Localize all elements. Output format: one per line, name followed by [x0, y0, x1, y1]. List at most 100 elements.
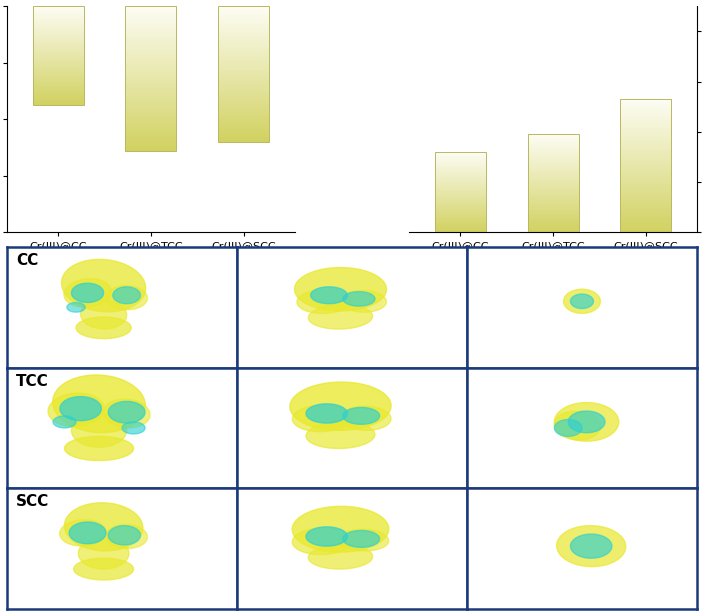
- Bar: [620, 204, 672, 205]
- Bar: [125, 132, 176, 133]
- Bar: [125, 9, 176, 10]
- Bar: [620, 100, 672, 101]
- Bar: [125, 112, 176, 113]
- Bar: [218, 66, 269, 67]
- Bar: [125, 148, 176, 149]
- Bar: [125, 146, 176, 147]
- Polygon shape: [554, 419, 582, 437]
- Bar: [218, 53, 269, 54]
- Bar: [218, 96, 269, 97]
- Bar: [620, 121, 672, 122]
- Bar: [125, 70, 176, 71]
- Bar: [125, 17, 176, 18]
- Bar: [218, 117, 269, 118]
- Bar: [218, 71, 269, 72]
- Bar: [620, 159, 672, 160]
- Bar: [528, 134, 579, 232]
- Polygon shape: [292, 405, 352, 432]
- Bar: [620, 114, 672, 115]
- Bar: [218, 140, 269, 141]
- Bar: [218, 43, 269, 44]
- Bar: [218, 76, 269, 77]
- Bar: [620, 202, 672, 203]
- Bar: [125, 134, 176, 135]
- Bar: [125, 85, 176, 87]
- Bar: [218, 133, 269, 135]
- Bar: [620, 186, 672, 187]
- Bar: [125, 150, 176, 151]
- Bar: [125, 91, 176, 92]
- Bar: [218, 61, 269, 62]
- Bar: [125, 137, 176, 138]
- Bar: [125, 95, 176, 96]
- Bar: [125, 116, 176, 117]
- Bar: [218, 88, 269, 89]
- Bar: [218, 79, 269, 80]
- Polygon shape: [108, 526, 140, 545]
- Bar: [620, 113, 672, 114]
- Bar: [125, 60, 176, 61]
- Bar: [125, 97, 176, 98]
- Bar: [218, 115, 269, 116]
- Bar: [620, 212, 672, 213]
- Bar: [620, 170, 672, 171]
- Bar: [620, 99, 672, 232]
- Bar: [125, 96, 176, 97]
- Bar: [125, 111, 176, 112]
- Bar: [620, 131, 672, 132]
- Bar: [218, 131, 269, 132]
- Bar: [125, 15, 176, 16]
- Bar: [218, 31, 269, 32]
- Bar: [125, 68, 176, 69]
- Bar: [620, 187, 672, 188]
- Bar: [218, 22, 269, 23]
- Polygon shape: [341, 406, 391, 430]
- Bar: [620, 173, 672, 175]
- Bar: [218, 85, 269, 86]
- Polygon shape: [568, 411, 605, 433]
- Bar: [218, 9, 269, 10]
- Bar: [125, 88, 176, 89]
- Bar: [218, 38, 269, 39]
- Bar: [125, 76, 176, 77]
- Bar: [620, 145, 672, 146]
- Bar: [125, 114, 176, 115]
- Bar: [620, 108, 672, 109]
- Bar: [620, 133, 672, 135]
- Bar: [218, 45, 269, 46]
- Bar: [125, 39, 176, 40]
- Bar: [125, 19, 176, 20]
- Bar: [620, 139, 672, 140]
- Bar: [125, 34, 176, 35]
- Bar: [125, 33, 176, 34]
- Bar: [125, 53, 176, 54]
- Bar: [218, 92, 269, 93]
- Bar: [218, 104, 269, 105]
- Bar: [620, 229, 672, 230]
- Polygon shape: [343, 531, 379, 547]
- Polygon shape: [306, 422, 375, 448]
- Bar: [125, 26, 176, 27]
- Polygon shape: [64, 279, 111, 307]
- Bar: [218, 30, 269, 31]
- Polygon shape: [103, 399, 150, 428]
- Bar: [620, 107, 672, 108]
- Bar: [620, 205, 672, 207]
- Bar: [218, 135, 269, 136]
- Bar: [620, 188, 672, 189]
- Bar: [125, 50, 176, 51]
- Bar: [125, 99, 176, 100]
- Bar: [218, 89, 269, 90]
- Bar: [218, 32, 269, 33]
- Bar: [218, 97, 269, 98]
- Bar: [620, 110, 672, 111]
- Bar: [620, 138, 672, 139]
- Bar: [218, 12, 269, 13]
- Bar: [125, 105, 176, 106]
- Bar: [125, 108, 176, 109]
- Bar: [620, 181, 672, 183]
- Polygon shape: [106, 285, 147, 310]
- Bar: [620, 180, 672, 181]
- Bar: [125, 58, 176, 59]
- Bar: [125, 10, 176, 11]
